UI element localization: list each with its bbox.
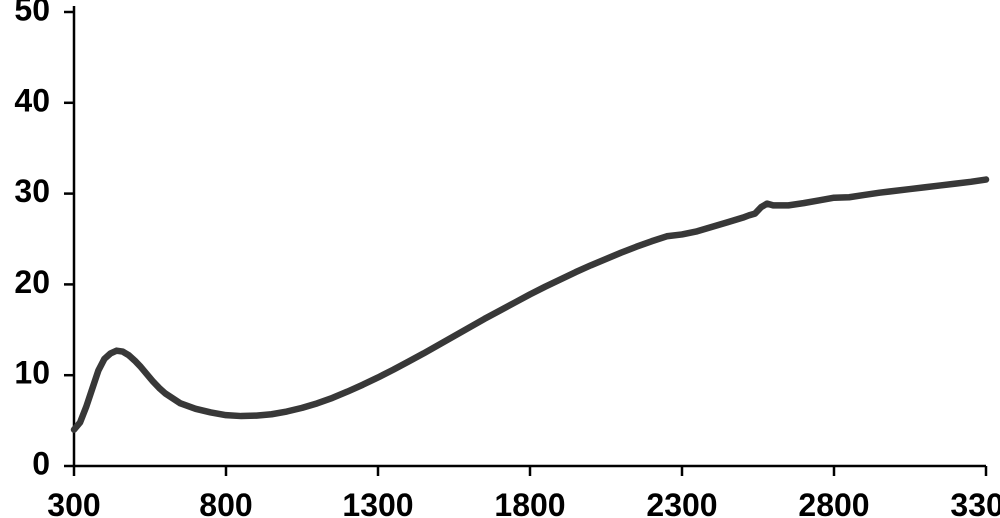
y-tick-label: 30 <box>14 173 50 209</box>
x-tick-label: 2800 <box>798 487 869 518</box>
y-tick-label: 20 <box>14 264 50 300</box>
chart-container: 0 10 20 30 40 50 300 800 1300 1800 2300 2800 3300 <box>0 0 1000 518</box>
y-tick-label: 10 <box>14 355 50 391</box>
x-tick-label: 1800 <box>494 487 565 518</box>
x-tick-label: 300 <box>47 487 100 518</box>
line-chart: 0 10 20 30 40 50 300 800 1300 1800 2300 2800 3300 <box>0 0 1000 518</box>
x-tick-label: 1300 <box>342 487 413 518</box>
x-tick-label: 2300 <box>646 487 717 518</box>
y-tick-label: 40 <box>14 82 50 118</box>
y-tick-label: 0 <box>32 445 50 481</box>
y-tick-label: 50 <box>14 0 50 27</box>
x-tick-label: 800 <box>199 487 252 518</box>
x-tick-label: 3300 <box>950 487 1000 518</box>
